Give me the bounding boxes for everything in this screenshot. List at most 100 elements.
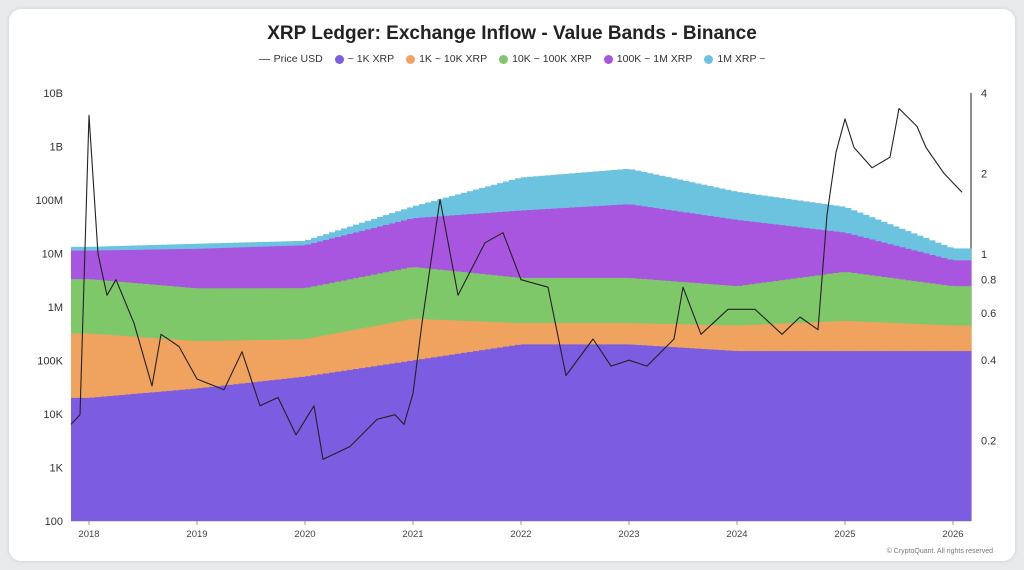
bar (593, 344, 600, 521)
y-tick-label: 100M (35, 195, 63, 207)
bar (581, 344, 588, 521)
legend-item-band-3[interactable]: 10K ~ 100K XRP (499, 53, 592, 65)
bar (683, 347, 690, 521)
bar (539, 344, 546, 521)
bar (491, 348, 498, 521)
bar (461, 352, 468, 521)
bar (197, 388, 204, 521)
bar (809, 351, 816, 521)
y2-tick-label: 0.4 (981, 355, 996, 367)
bar (293, 377, 300, 521)
x-tick-label: 2020 (294, 529, 315, 540)
bar (179, 389, 186, 521)
bar (407, 360, 414, 521)
bar (431, 357, 438, 521)
y-tick-label: 100K (37, 356, 63, 368)
bar (89, 397, 96, 521)
bar (365, 367, 372, 521)
bar (857, 351, 864, 521)
bar (71, 397, 78, 521)
legend-label: ~ 1K XRP (347, 53, 395, 65)
bar (635, 344, 642, 521)
bar (377, 365, 384, 521)
y2-tick-label: 2 (981, 168, 987, 180)
bar (335, 371, 342, 521)
chart-plot: 100 1K 10K 100K 1M 10M 100M 1B 10B 4 2 1 0.8 0.6 0.4 0.… (35, 88, 996, 540)
chart-card: XRP Ledger: Exchange Inflow - Value Band… (9, 9, 1015, 561)
bar (695, 348, 702, 521)
bar (947, 351, 954, 521)
bar (185, 389, 192, 521)
price-usd-line (70, 107, 963, 460)
bar (95, 397, 102, 521)
bar (851, 351, 858, 521)
bar (605, 344, 612, 521)
bar (737, 351, 744, 521)
bar (557, 344, 564, 521)
bar (659, 346, 666, 521)
bar (251, 382, 258, 521)
legend-item-band-2[interactable]: 1K ~ 10K XRP (406, 53, 487, 65)
legend-dot-icon (406, 54, 416, 64)
legend-item-band-5[interactable]: 1M XRP ~ (704, 53, 765, 65)
legend-item-band-4[interactable]: 100K ~ 1M XRP (603, 53, 693, 65)
bar (305, 376, 312, 521)
x-tick-label: 2019 (186, 529, 207, 540)
bar (911, 351, 918, 521)
y-tick-label: 1K (50, 463, 64, 475)
bar (641, 345, 648, 521)
bar (569, 344, 576, 521)
bar (317, 374, 324, 521)
legend-dot-icon (499, 54, 509, 64)
x-tick-label: 2021 (402, 529, 423, 540)
legend-label: 1K ~ 10K XRP (419, 53, 488, 65)
bar (905, 351, 912, 521)
bar (719, 350, 726, 521)
bar (959, 351, 966, 521)
bar (191, 388, 198, 521)
legend-label: 100K ~ 1M XRP (616, 53, 693, 65)
bar (83, 397, 90, 521)
x-tick-label: 2023 (618, 529, 639, 540)
bar (359, 368, 366, 521)
bar (425, 358, 432, 521)
bar (761, 351, 768, 521)
bar (647, 345, 654, 521)
bar (545, 344, 552, 521)
bar (449, 354, 456, 521)
bar (611, 344, 618, 521)
bar (473, 351, 480, 521)
bar (269, 380, 276, 521)
legend-label: Price USD (273, 53, 323, 65)
bar (467, 352, 474, 521)
bar (899, 351, 906, 521)
bar (671, 347, 678, 521)
bar-stack-group (71, 169, 972, 522)
legend-item-band-1[interactable]: ~ 1K XRP (334, 53, 395, 65)
bar (233, 384, 240, 521)
bar (311, 375, 318, 521)
bar (953, 351, 960, 521)
bar (707, 349, 714, 521)
legend-item-price-usd[interactable]: Price USD (258, 53, 323, 65)
bar (881, 351, 888, 521)
bar (443, 355, 450, 521)
bar (371, 366, 378, 521)
y2-tick-label: 0.8 (981, 275, 996, 287)
bar (665, 346, 672, 521)
bar (731, 350, 738, 521)
bar (965, 351, 972, 521)
bar (149, 392, 156, 521)
bar (917, 351, 924, 521)
bar (347, 369, 354, 521)
bar (863, 351, 870, 521)
bar (137, 393, 144, 521)
bar (875, 351, 882, 521)
bar (941, 351, 948, 521)
y-tick-label: 1B (50, 142, 63, 154)
bar (401, 361, 408, 521)
bar (869, 351, 876, 521)
bar (275, 379, 282, 521)
y-tick-label: 10B (43, 88, 63, 100)
bar (935, 351, 942, 521)
